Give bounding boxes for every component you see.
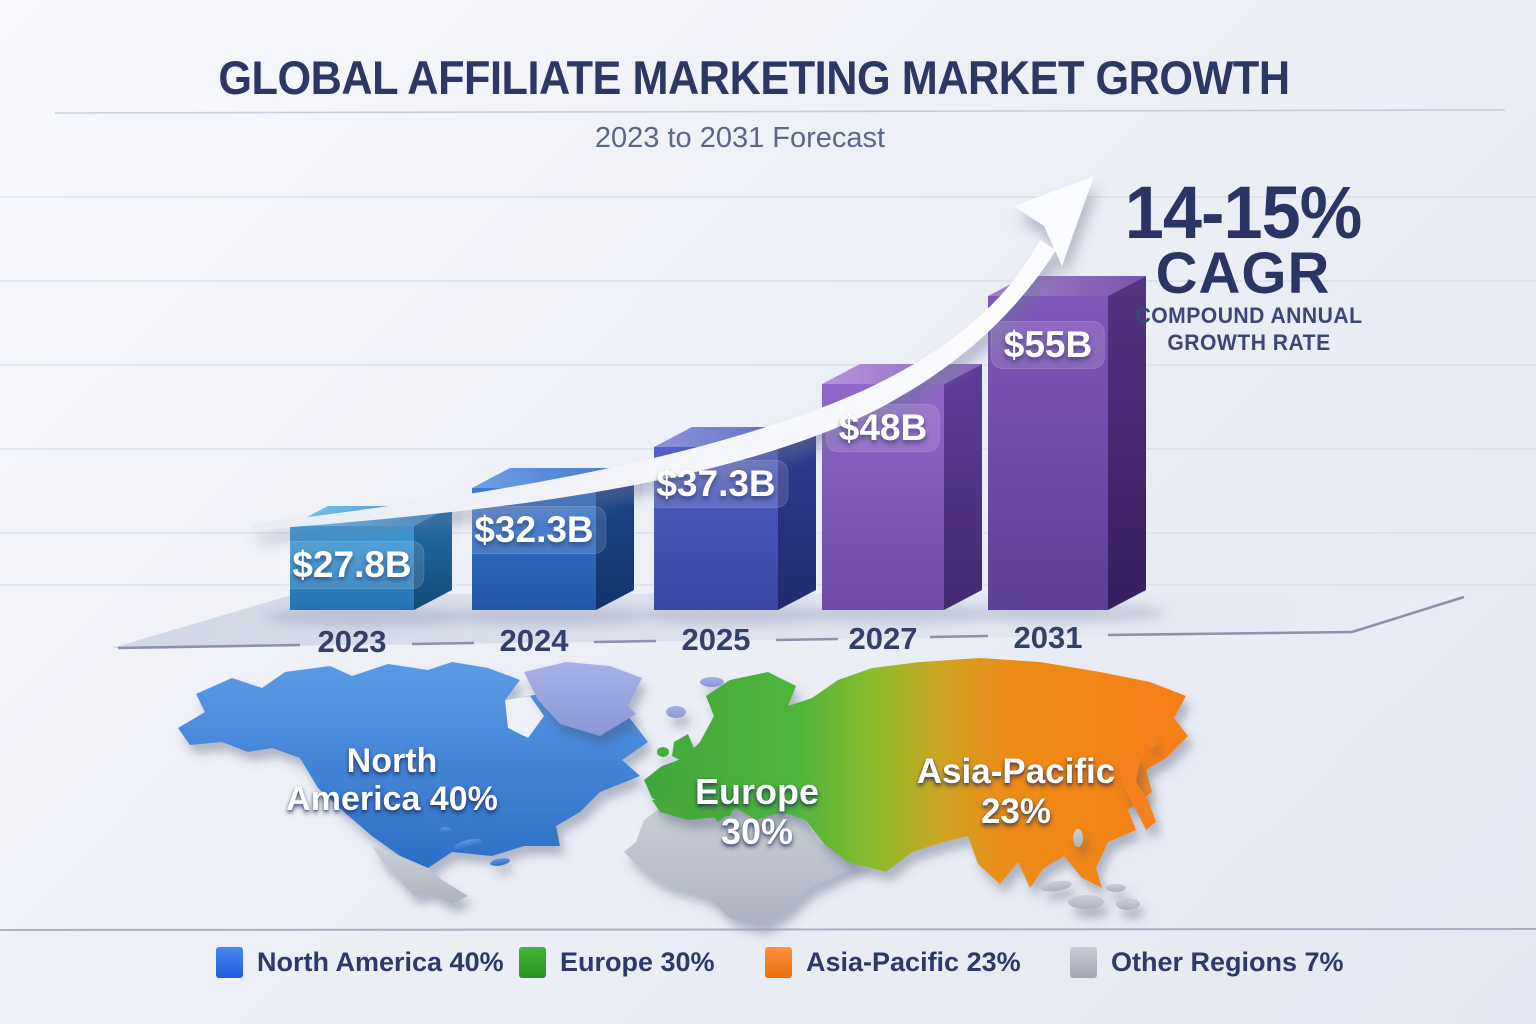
bar-value-2023: $27.8B [279, 541, 425, 589]
map-label-asia-pacific: Asia-Pacific 23% [917, 752, 1115, 832]
legend-swatch-asia-pacific [765, 947, 792, 978]
legend-label-other-regions: Other Regions 7% [1111, 947, 1344, 977]
axis-label-2031: 2031 [1013, 620, 1083, 655]
region-central-america-shape [372, 846, 468, 904]
bar-value-2025: $37.3B [643, 460, 789, 508]
legend-swatch-other-regions [1070, 947, 1097, 978]
page-subtitle: 2023 to 2031 Forecast [594, 122, 886, 154]
map-label-north-america-line2: America 40% [286, 780, 498, 818]
legend-swatch-north-america [216, 947, 243, 978]
legend-label-north-america: North America 40% [257, 947, 504, 977]
legend-item-other-regions: Other Regions 7% [1070, 947, 1344, 978]
map-label-europe-line2: 30% [720, 811, 794, 852]
growth-arrow [252, 176, 1094, 530]
axis-label-2027: 2027 [848, 621, 918, 656]
bar-value-2027: $48B [825, 404, 941, 452]
region-africa-shape [624, 800, 866, 926]
map-label-north-america: North America 40% [286, 742, 498, 818]
cagr-description-line2: GROWTH RATE [1167, 330, 1331, 355]
cagr-description-line1: COMPOUND ANNUAL [1135, 303, 1363, 328]
map-label-europe: Europe 30% [695, 772, 819, 852]
map-label-north-america-line1: North [346, 742, 438, 780]
legend-label-asia-pacific: Asia-Pacific 23% [806, 947, 1021, 977]
cagr-value: 14-15% [1124, 171, 1363, 254]
region-north-america-shape [178, 662, 648, 868]
map-label-europe-line1: Europe [694, 771, 820, 812]
map-label-asia-pacific-line2: 23% [980, 792, 1052, 831]
axis-label-2024: 2024 [499, 623, 569, 658]
cagr-label: CAGR [1155, 241, 1331, 306]
world-map [178, 658, 1188, 926]
page-title: GLOBAL AFFILIATE MARKETING MARKET GROWTH [218, 51, 1290, 104]
axis-baseline [117, 595, 1465, 650]
legend-swatch-europe [519, 947, 546, 978]
bar-2031 [988, 276, 1146, 610]
axis-label-2023: 2023 [317, 624, 387, 659]
legend-item-europe: Europe 30% [519, 947, 715, 978]
bar-value-2024: $32.3B [461, 506, 607, 554]
cagr-description: COMPOUND ANNUAL GROWTH RATE [1136, 302, 1363, 356]
legend-divider-line [0, 928, 1536, 931]
arrowhead [1014, 176, 1094, 266]
bar-2024 [472, 468, 634, 610]
greenland-shape [524, 662, 724, 736]
region-eurasia-shape [644, 658, 1188, 888]
legend-item-north-america: North America 40% [216, 947, 504, 978]
legend-label-europe: Europe 30% [560, 947, 715, 977]
title-divider-line [54, 109, 1506, 114]
bar-value-2031: $55B [990, 321, 1106, 369]
map-label-asia-pacific-line1: Asia-Pacific [916, 752, 1116, 791]
southeast-asia-islands-shape [1040, 829, 1140, 910]
legend-item-asia-pacific: Asia-Pacific 23% [765, 947, 1021, 978]
japan-islands-shape [1118, 737, 1157, 830]
axis-label-2025: 2025 [681, 622, 751, 657]
